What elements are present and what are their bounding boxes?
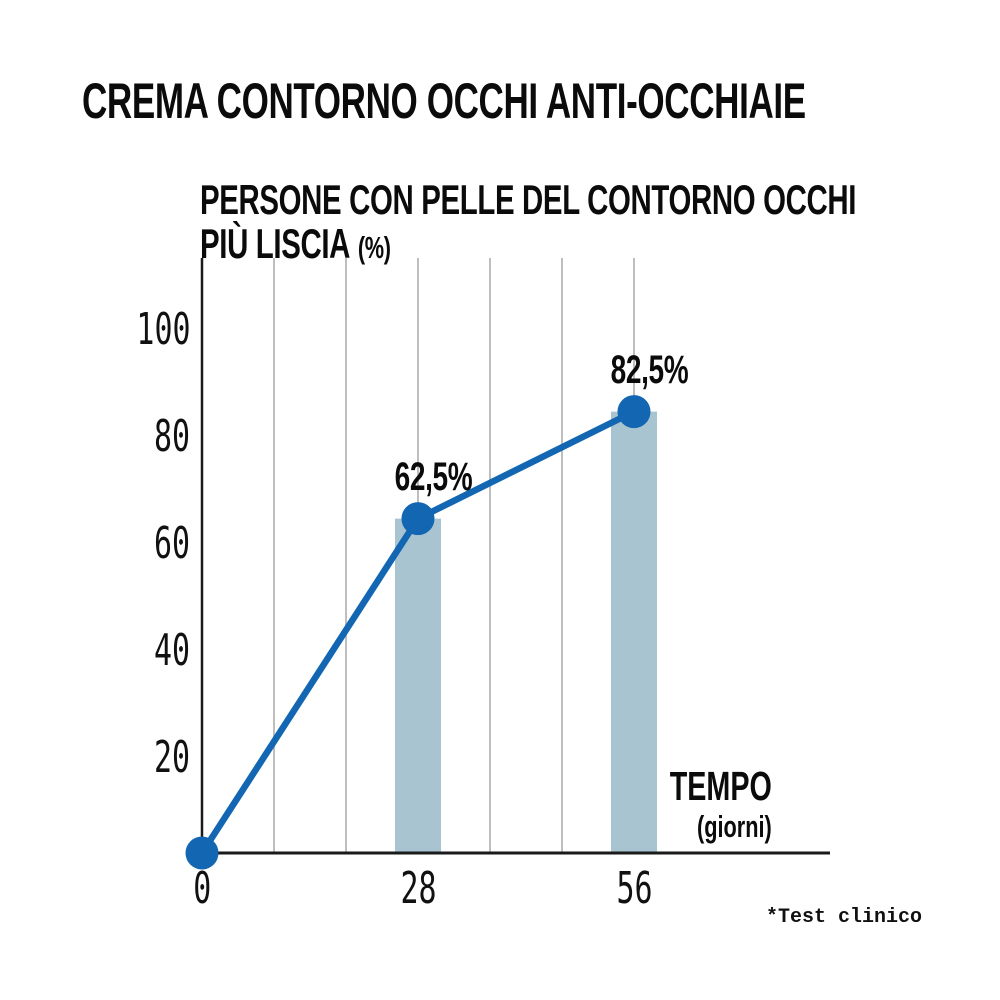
data-point-day-28: [401, 502, 435, 536]
x-tick-56: 56: [615, 863, 653, 914]
page-title-text: CREMA CONTORNO OCCHI ANTI-OCCHIAIE: [82, 73, 806, 129]
footnote: *Test clinico: [765, 906, 922, 929]
x-axis-sublabel-text: (giorni): [697, 809, 772, 844]
x-tick-0: 0: [192, 863, 212, 914]
x-axis-label: TEMPO (giorni): [626, 763, 772, 844]
point-label-day-56: 82,5%: [610, 347, 688, 392]
x-axis-label-text: TEMPO: [669, 763, 772, 809]
y-tick-80: 80: [153, 411, 190, 462]
x-tick-28: 28: [399, 863, 437, 914]
page-title: CREMA CONTORNO OCCHI ANTI-OCCHIAIE: [82, 72, 1000, 130]
y-tick-100: 100: [135, 304, 190, 355]
chart-title-line2: PIÙ LISCIA (%): [200, 220, 391, 267]
point-label-day-28: 62,5%: [394, 454, 472, 499]
chart-title: PERSONE CON PELLE DEL CONTORNO OCCHI PIÙ…: [200, 178, 1000, 270]
data-point-day-56: [617, 395, 651, 429]
data-point-day-0: [185, 836, 219, 870]
bar-day-56: [611, 411, 657, 853]
chart-title-unit: (%): [357, 230, 391, 265]
y-tick-20: 20: [153, 732, 190, 783]
y-tick-60: 60: [153, 518, 190, 569]
chart-title-line1: PERSONE CON PELLE DEL CONTORNO OCCHI: [200, 176, 857, 223]
bar-day-28: [395, 518, 441, 853]
y-tick-40: 40: [153, 625, 190, 676]
